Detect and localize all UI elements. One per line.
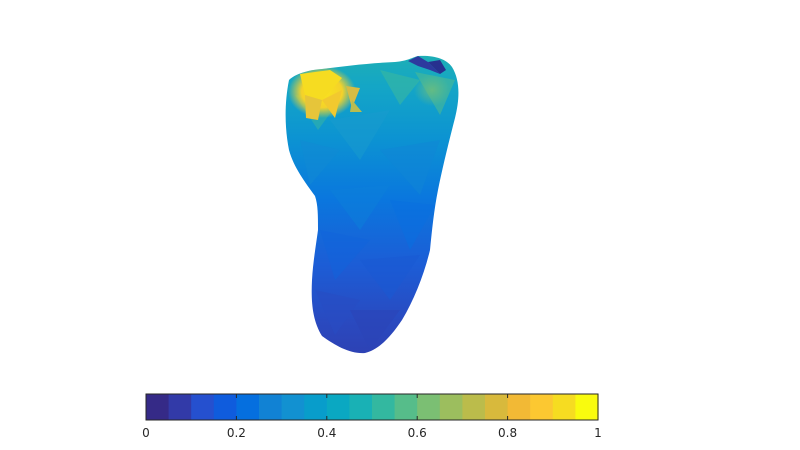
colorbar-segment xyxy=(439,394,463,420)
colorbar-tick-label: 0.2 xyxy=(227,426,246,440)
colorbar-segment xyxy=(462,394,486,420)
colorbar-segment xyxy=(281,394,305,420)
colorbar-ticks: 0 0.2 0.4 0.6 0.8 1 xyxy=(142,394,602,440)
colorbar-tick-label: 1 xyxy=(594,426,602,440)
colorbar-tick-label: 0.4 xyxy=(317,426,336,440)
colorbar-segment xyxy=(326,394,350,420)
colorbar-tick-label: 0 xyxy=(142,426,150,440)
colorbar-frame xyxy=(145,393,599,421)
colorbar-segment xyxy=(349,394,373,420)
colorbar-segment xyxy=(552,394,576,420)
colorbar: 0 0.2 0.4 0.6 0.8 1 xyxy=(142,393,602,440)
surface-mesh xyxy=(285,55,459,354)
colorbar-segment xyxy=(168,394,192,420)
colorbar-segment xyxy=(507,394,531,420)
colorbar-segment xyxy=(236,394,260,420)
colorbar-tick-label: 0.8 xyxy=(498,426,517,440)
colorbar-segment xyxy=(485,394,509,420)
colorbar-segment xyxy=(259,394,283,420)
colorbar-segment xyxy=(304,394,328,420)
colorbar-segment xyxy=(394,394,418,420)
colorbar-segment xyxy=(213,394,237,420)
colorbar-segments xyxy=(146,394,599,420)
colorbar-segment xyxy=(530,394,554,420)
colorbar-segment xyxy=(191,394,215,420)
colorbar-segment xyxy=(146,394,170,420)
colorbar-tick-label: 0.6 xyxy=(408,426,427,440)
colorbar-segment xyxy=(372,394,396,420)
colorbar-segment xyxy=(575,394,599,420)
colorbar-segment xyxy=(417,394,441,420)
